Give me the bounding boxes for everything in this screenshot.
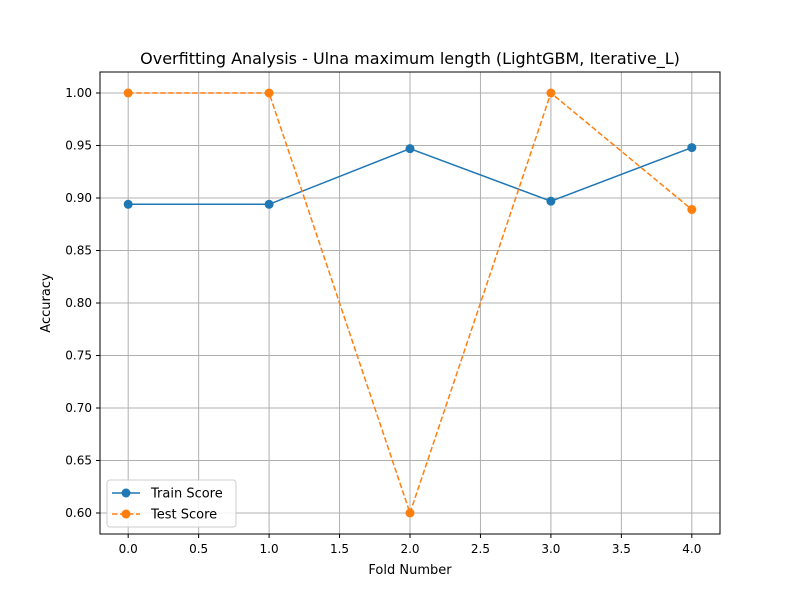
- x-tick-label: 1.5: [330, 542, 349, 556]
- grid-lines: [100, 72, 720, 534]
- test-score-point: [264, 88, 274, 98]
- x-tick-label: 2.0: [400, 542, 419, 556]
- y-tick-label: 1.00: [65, 86, 92, 100]
- test-score-point: [546, 88, 556, 98]
- train-score-point: [123, 199, 133, 209]
- y-tick-label: 0.65: [65, 454, 92, 468]
- test-score-point: [123, 88, 133, 98]
- train-score-point: [405, 144, 415, 154]
- x-tick-label: 1.0: [260, 542, 279, 556]
- chart-title: Overfitting Analysis - Ulna maximum leng…: [140, 49, 680, 69]
- plot-series: [123, 88, 697, 518]
- test-score-legend-marker: [121, 509, 131, 519]
- y-tick-label: 0.95: [65, 139, 92, 153]
- legend-label: Train Score: [150, 487, 223, 502]
- y-axis-label: Accuracy: [39, 273, 54, 333]
- x-tick-label: 4.0: [682, 542, 701, 556]
- train-score-point: [546, 196, 556, 206]
- legend-label: Test Score: [150, 508, 217, 523]
- x-tick-label: 0.5: [189, 542, 208, 556]
- x-tick-label: 2.5: [471, 542, 490, 556]
- x-tick-label: 3.5: [612, 542, 631, 556]
- y-tick-label: 0.60: [65, 506, 92, 520]
- chart-legend: Train Score Test Score: [106, 479, 237, 528]
- test-score-point: [405, 508, 415, 518]
- y-tick-label: 0.80: [65, 296, 92, 310]
- x-tick-label: 0.0: [119, 542, 138, 556]
- x-axis-label: Fold Number: [368, 563, 452, 578]
- y-tick-label: 0.90: [65, 191, 92, 205]
- train-score-legend-marker: [121, 488, 131, 498]
- y-tick-label: 0.70: [65, 401, 92, 415]
- train-score-point: [264, 199, 274, 209]
- x-tick-label: 3.0: [541, 542, 560, 556]
- axis-ticks: 0.0 0.5 1.0 1.5 2.0 2.5 3.0 3.5 4.0 0.60 0.65 0.70 0…: [65, 86, 701, 556]
- train-score-point: [687, 143, 697, 153]
- legend-box: [106, 479, 237, 528]
- test-score-point: [687, 205, 697, 215]
- y-tick-label: 0.85: [65, 244, 92, 258]
- y-tick-label: 0.75: [65, 349, 92, 363]
